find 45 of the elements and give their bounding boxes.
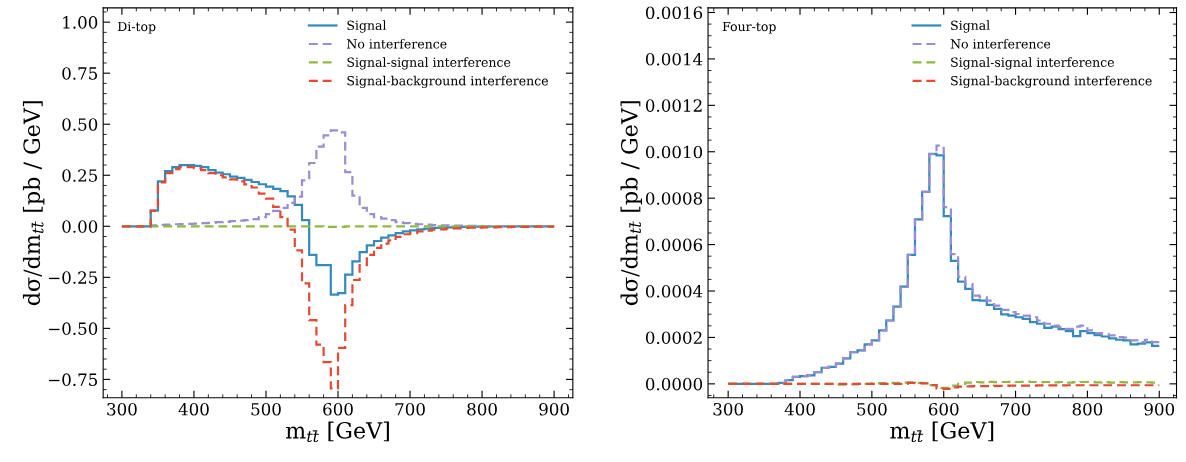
y-tick-label: 0.50 xyxy=(62,118,98,131)
x-tick-label: 900 xyxy=(1144,402,1175,416)
y-axis-title: dσ/dm$_{tt̄}$ [pb / GeV] xyxy=(620,101,643,306)
x-tick-label: 500 xyxy=(857,402,887,416)
y-tick-label: −0.50 xyxy=(49,322,98,335)
x-tick-label: 500 xyxy=(251,402,281,416)
legend-label: Signal xyxy=(951,20,990,33)
x-axis-title: m$_{tt̄}$ [GeV] xyxy=(285,421,389,443)
legend-label: No interference xyxy=(950,38,1051,49)
y-tick-label: 0.0004 xyxy=(645,284,703,298)
y-tick-label: 0.0006 xyxy=(645,238,703,252)
legend-label: Signal xyxy=(347,20,387,33)
annotation: Di-top xyxy=(117,21,156,34)
x-tick-label: 400 xyxy=(178,402,209,416)
y-tick-label: 0.0016 xyxy=(645,6,703,20)
x-tick-label: 600 xyxy=(928,402,959,416)
x-tick-label: 800 xyxy=(467,402,497,416)
x-tick-label: 900 xyxy=(539,402,569,416)
annotation: Four-top xyxy=(722,21,776,34)
y-tick-label: 0.0008 xyxy=(645,192,703,205)
x-tick-label: 700 xyxy=(1001,402,1031,416)
x-tick-label: 600 xyxy=(323,402,353,416)
y-tick-label: 0.0010 xyxy=(645,145,703,159)
y-tick-label: 0.0014 xyxy=(645,52,703,66)
y-tick-label: 0.0000 xyxy=(645,377,703,391)
y-tick-label: 0.0012 xyxy=(645,99,702,112)
y-tick-label: 0.25 xyxy=(62,169,98,182)
y-tick-label: 0.00 xyxy=(62,220,98,233)
legend-label: Signal-background interference xyxy=(347,75,548,89)
x-axis-title: m$_{tt̄}$ [GeV] xyxy=(890,421,994,443)
x-tick-label: 800 xyxy=(1072,402,1103,416)
y-tick-label: 0.0002 xyxy=(645,331,702,345)
y-tick-label: 1.00 xyxy=(63,16,98,29)
y-tick-label: −0.75 xyxy=(49,373,98,386)
y-tick-label: −0.25 xyxy=(49,271,98,284)
x-tick-label: 300 xyxy=(713,402,743,416)
x-tick-label: 300 xyxy=(107,402,137,416)
legend-label: Signal-signal interference xyxy=(347,57,511,70)
x-tick-label: 400 xyxy=(784,402,815,416)
legend-label: Signal-background interference xyxy=(951,75,1152,89)
y-axis-title: dσ/dm$_{tt̄}$ [pb / GeV] xyxy=(22,101,45,306)
legend-label: Signal-signal interference xyxy=(951,57,1114,70)
y-tick-label: 0.75 xyxy=(62,67,98,80)
legend-label: No interference xyxy=(347,38,447,49)
x-tick-label: 700 xyxy=(395,402,425,416)
